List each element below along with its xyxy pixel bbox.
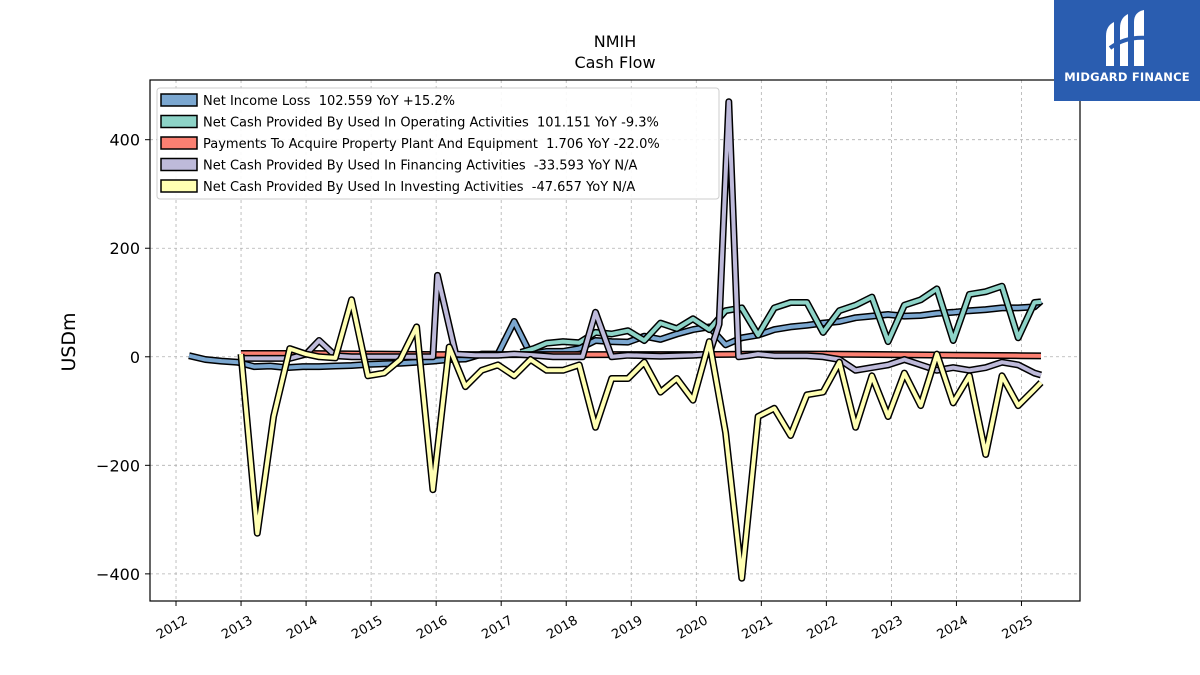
y-tick-label: 0 xyxy=(130,348,140,367)
x-tick-label: 2025 xyxy=(1000,613,1036,643)
legend-swatch-0 xyxy=(160,93,198,107)
legend-label-3: Net Cash Provided By Used In Financing A… xyxy=(203,159,638,174)
y-tick-label: −200 xyxy=(96,456,140,475)
x-tick-label: 2014 xyxy=(284,613,320,643)
chart-subtitle: Cash Flow xyxy=(574,53,655,72)
legend-swatch-1 xyxy=(160,114,198,129)
y-tick-label: 400 xyxy=(109,131,140,150)
series-0-line xyxy=(188,299,1043,370)
y-ticks: 400 200 0 −200 −400 xyxy=(96,131,150,584)
x-tick-label: 2017 xyxy=(479,613,515,643)
legend-swatch-4 xyxy=(160,179,198,193)
grid xyxy=(150,80,1080,601)
x-tick-label: 2019 xyxy=(609,613,645,643)
legend: Net Income Loss 102.559 YoY +15.2% Net Ca… xyxy=(156,87,720,200)
legend-label-4: Net Cash Provided By Used In Investing A… xyxy=(203,180,635,195)
series-4-line xyxy=(239,297,1043,581)
legend-box xyxy=(156,87,720,200)
legend-swatch-2 xyxy=(160,136,198,150)
x-tick-label: 2020 xyxy=(674,613,710,643)
x-tick-label: 2021 xyxy=(739,613,775,643)
legend-label-1: Net Cash Provided By Used In Operating A… xyxy=(203,116,659,131)
series-layer xyxy=(188,98,1044,582)
x-tick-label: 2023 xyxy=(870,613,906,643)
x-tick-label: 2013 xyxy=(219,613,255,643)
y-axis-label: USDm xyxy=(58,312,80,371)
legend-label-0: Net Income Loss 102.559 YoY +15.2% xyxy=(203,94,455,109)
legend-label-2: Payments To Acquire Property Plant And E… xyxy=(203,137,660,152)
y-tick-label: 200 xyxy=(109,239,140,258)
brand-mark-icon xyxy=(1106,10,1149,66)
series-3-line xyxy=(241,99,1042,377)
x-tick-label: 2022 xyxy=(805,613,841,643)
x-ticks: 2012 2013 2014 2015 2016 2017 2018 2019 2020 2021… xyxy=(154,601,1036,643)
plot-frame xyxy=(149,79,1081,602)
x-tick-label: 2015 xyxy=(349,613,385,643)
x-tick-label: 2024 xyxy=(935,613,971,643)
brand-logo: MIDGARD FINANCE xyxy=(1054,0,1200,101)
x-tick-label: 2016 xyxy=(414,613,450,643)
x-tick-label: 2018 xyxy=(544,613,580,643)
legend-swatch-3 xyxy=(160,157,198,172)
brand-name: MIDGARD FINANCE xyxy=(1064,70,1190,84)
y-tick-label: −400 xyxy=(96,565,140,584)
x-tick-label: 2012 xyxy=(154,613,190,643)
chart-title: NMIH xyxy=(594,32,637,51)
